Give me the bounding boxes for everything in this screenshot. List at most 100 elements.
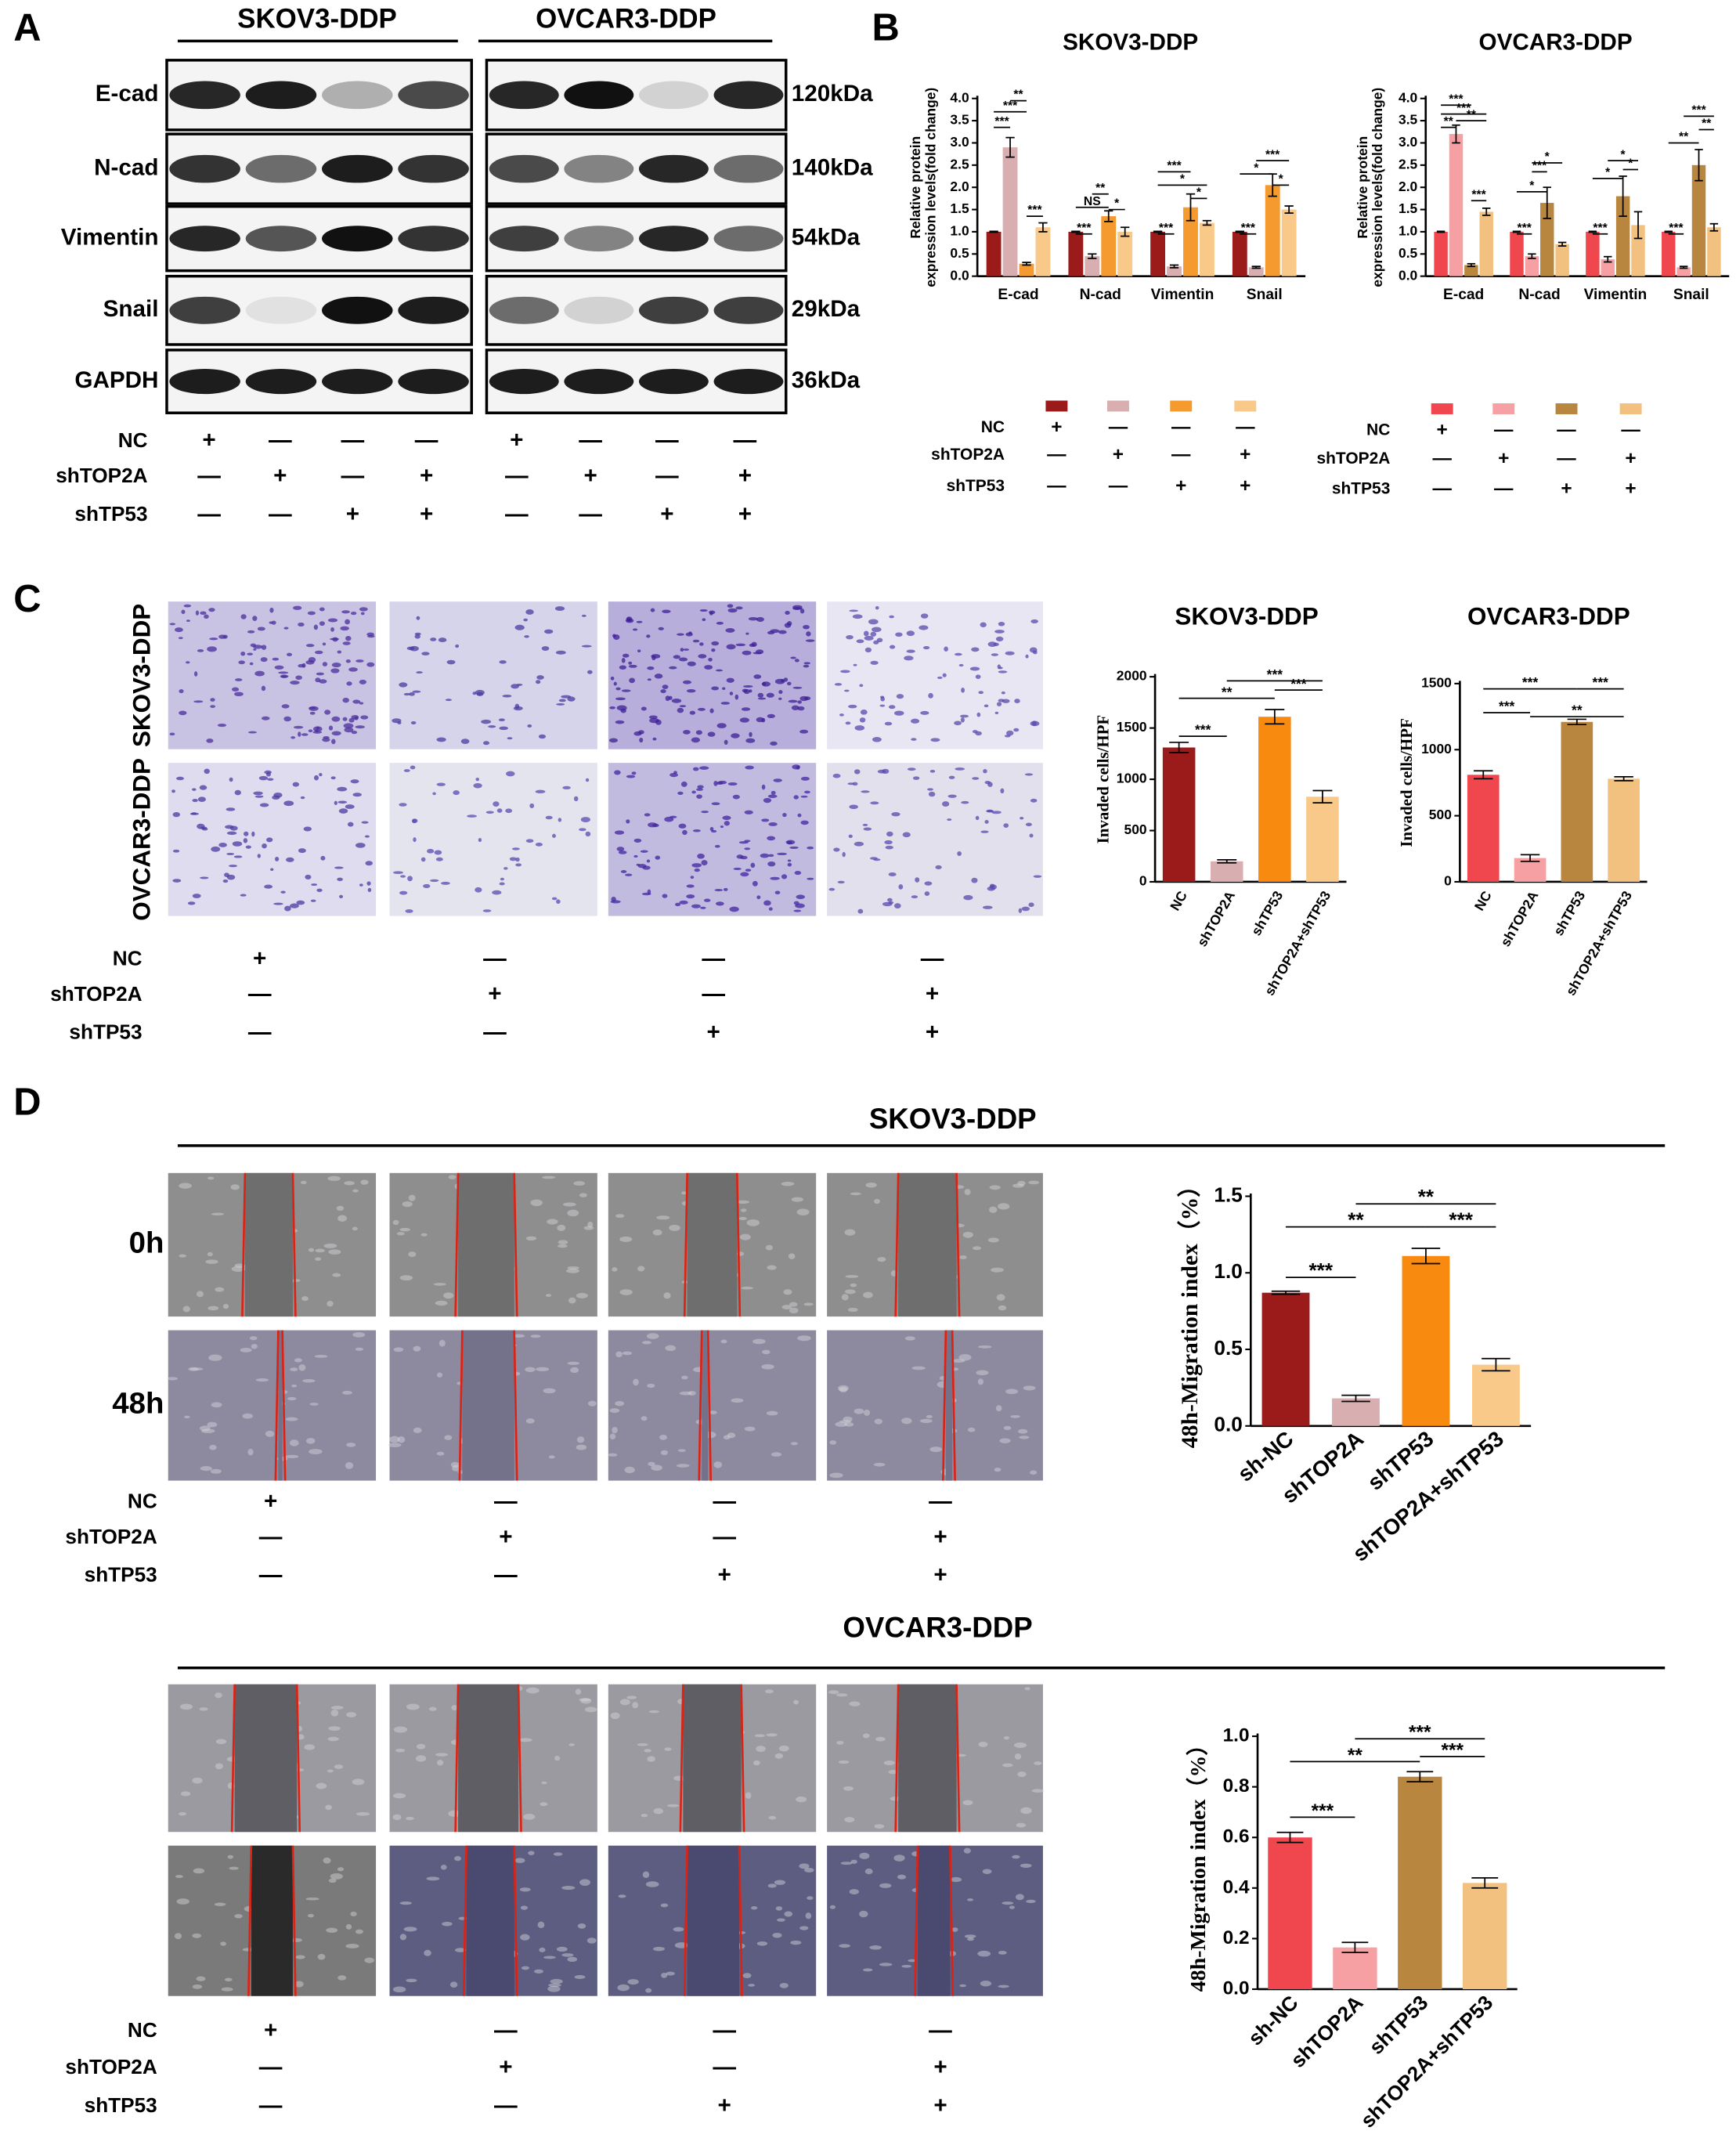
cell	[355, 1929, 364, 1934]
cell	[648, 1461, 655, 1466]
cell	[315, 1257, 322, 1261]
cell	[695, 730, 702, 735]
cell	[797, 700, 802, 704]
cell	[996, 1294, 1005, 1301]
wound-edge	[955, 1172, 961, 1317]
condition-sign: —	[1432, 448, 1452, 469]
cell	[1005, 1389, 1019, 1395]
cell	[393, 1726, 408, 1733]
cell	[1002, 1901, 1014, 1905]
cell	[698, 654, 707, 659]
cell	[794, 871, 802, 876]
condition-sign: —	[702, 981, 725, 1007]
cell	[231, 1266, 245, 1272]
cell	[540, 1802, 548, 1807]
cell	[783, 677, 789, 682]
wound-edge	[513, 1172, 518, 1317]
cell	[247, 630, 255, 634]
cell	[976, 1370, 989, 1376]
cell	[708, 657, 713, 662]
size-label: 54kDa	[792, 225, 861, 251]
cell	[525, 1236, 537, 1241]
cell	[427, 848, 435, 854]
cell	[954, 652, 962, 656]
cell	[612, 1426, 618, 1434]
cell	[649, 717, 659, 724]
cell	[998, 1203, 1010, 1210]
cell	[172, 811, 180, 818]
cell	[873, 858, 881, 861]
y-tick-label: 1000	[1421, 741, 1452, 757]
cell	[319, 772, 323, 777]
cell	[1025, 822, 1032, 827]
blot-header: OVCAR3-DDP	[536, 3, 716, 34]
condition-sign: +	[660, 501, 673, 527]
cell	[980, 1981, 992, 1987]
cell	[209, 1444, 217, 1450]
cell	[619, 665, 626, 670]
cell	[806, 631, 811, 637]
cell	[269, 607, 274, 613]
legend-swatch	[1045, 400, 1068, 412]
cell	[677, 1449, 686, 1452]
condition-label: shTOP2A	[931, 446, 1005, 464]
condition-sign: —	[1109, 417, 1128, 438]
cell	[399, 1275, 413, 1281]
cell	[222, 1303, 229, 1309]
cell	[200, 1425, 211, 1432]
y-axis-label: expression levels(fold change)	[1370, 88, 1385, 287]
cell	[337, 1975, 347, 1981]
cell	[1018, 1428, 1028, 1434]
cell	[541, 1781, 547, 1785]
cell	[794, 659, 799, 663]
cell	[298, 622, 305, 627]
cell	[324, 710, 331, 715]
blot-band	[245, 296, 317, 324]
cell	[844, 1817, 855, 1822]
cell	[356, 1811, 370, 1816]
condition-sign: —	[713, 2054, 736, 2080]
wound-image	[608, 1330, 817, 1481]
significance-label: ***	[1471, 188, 1486, 201]
condition-sign: +	[1498, 448, 1509, 469]
cell	[800, 820, 809, 825]
x-tick-label: N-cad	[1080, 287, 1121, 303]
cell	[200, 1466, 212, 1472]
cell	[829, 1472, 843, 1479]
cell	[242, 1413, 253, 1419]
condition-sign: —	[494, 1562, 518, 1588]
cell	[301, 733, 309, 736]
cell	[688, 1391, 696, 1396]
cell	[1020, 816, 1024, 820]
cell	[854, 841, 864, 847]
cell	[632, 1702, 639, 1709]
cell	[1001, 691, 1005, 695]
cell	[224, 1977, 233, 1981]
cell	[788, 1253, 796, 1259]
significance-label: ***	[1308, 1259, 1333, 1282]
error-bar	[1153, 230, 1163, 233]
cell	[454, 1855, 461, 1862]
cell	[622, 1351, 633, 1356]
cell	[1030, 798, 1038, 803]
cell	[869, 1945, 882, 1950]
cell	[240, 651, 246, 656]
condition-sign: +	[926, 1020, 939, 1045]
cell	[883, 1761, 895, 1766]
cell	[342, 641, 351, 645]
error-bar	[1271, 1290, 1301, 1295]
cell	[187, 901, 196, 905]
cell	[200, 826, 208, 829]
cell	[859, 684, 864, 688]
cell	[770, 629, 780, 634]
cell	[836, 1740, 844, 1745]
cell	[958, 1354, 972, 1361]
cell	[566, 1268, 579, 1273]
bar	[1601, 259, 1615, 276]
cell	[760, 853, 770, 858]
chart-title: SKOV3-DDP	[1175, 602, 1318, 630]
cell	[283, 800, 294, 807]
significance-label: ***	[1691, 104, 1706, 117]
bar	[1540, 203, 1554, 276]
cell	[167, 1377, 179, 1381]
